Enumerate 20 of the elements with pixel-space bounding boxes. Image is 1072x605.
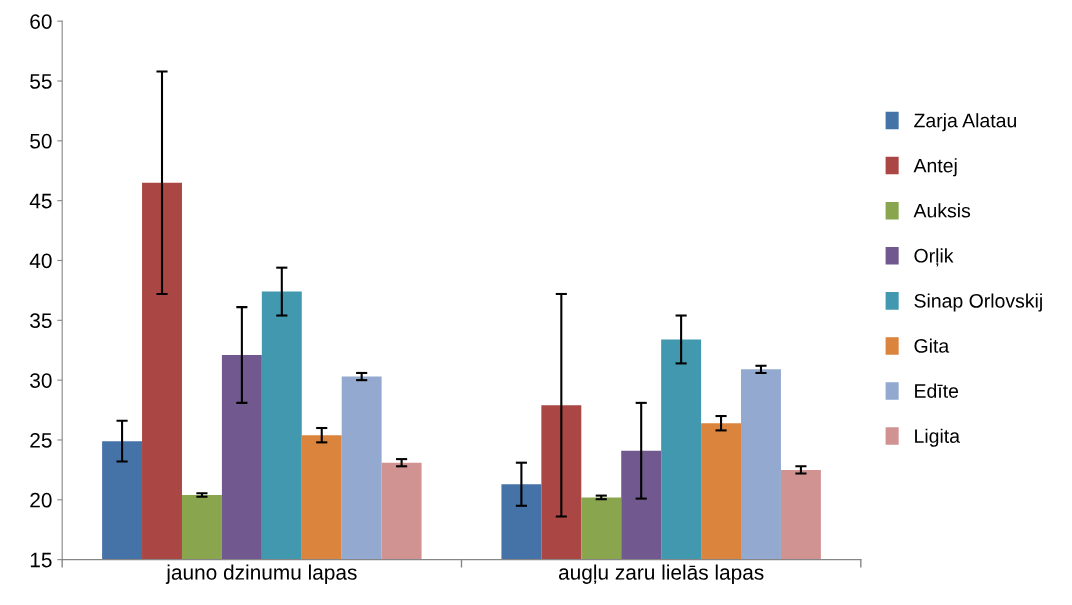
x-tick-label: jauno dzinumu lapas bbox=[165, 564, 357, 584]
x-tick-label: augļu zaru lielās lapas bbox=[558, 564, 764, 584]
y-tick-label: 25 bbox=[30, 432, 52, 448]
legend-label: Zarja Alatau bbox=[914, 113, 1016, 132]
legend-label: Orļik bbox=[914, 248, 954, 267]
y-tick-label: 45 bbox=[29, 193, 52, 209]
legend-label: Auksis bbox=[913, 203, 971, 218]
y-tick-label: 15 bbox=[30, 552, 52, 568]
y-tick-label: 30 bbox=[30, 373, 52, 388]
legend-label: Antej bbox=[913, 158, 957, 177]
legend-label: Sinap Orlovskij bbox=[914, 293, 1042, 312]
y-tick-label: 20 bbox=[30, 492, 52, 508]
legend-label: Edīte bbox=[915, 383, 959, 398]
y-tick-label: 60 bbox=[30, 14, 52, 29]
legend-label: Gita bbox=[914, 338, 950, 353]
y-tick-label: 40 bbox=[29, 253, 52, 269]
legend-label: Ligita bbox=[915, 428, 961, 447]
y-tick-label: 55 bbox=[30, 74, 52, 89]
y-tick-label: 50 bbox=[30, 133, 52, 149]
y-tick-label: 35 bbox=[30, 313, 52, 329]
